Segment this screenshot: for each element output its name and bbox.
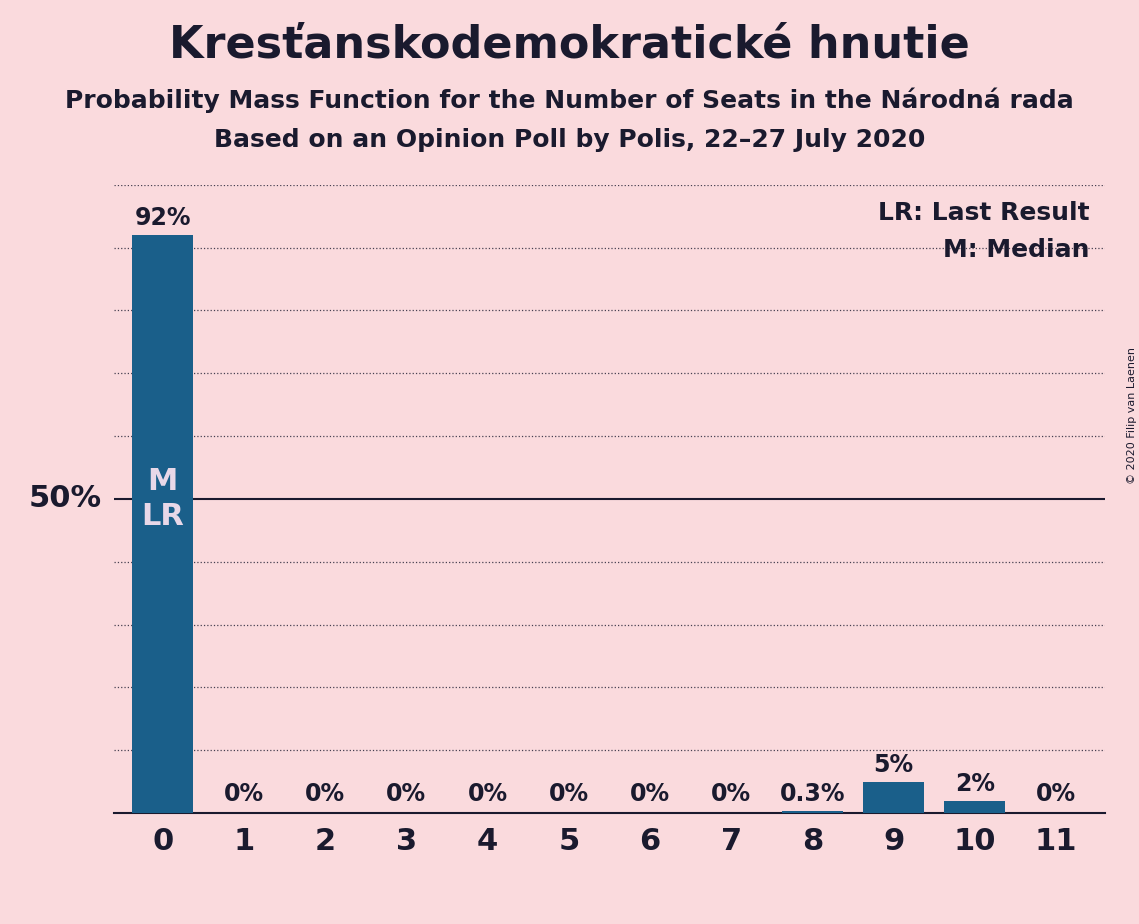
Text: 0%: 0% [549, 782, 589, 806]
Text: 0%: 0% [223, 782, 264, 806]
Text: Kresťanskodemokratické hnutie: Kresťanskodemokratické hnutie [169, 23, 970, 67]
Text: 92%: 92% [134, 206, 191, 230]
Text: 0%: 0% [467, 782, 508, 806]
Text: 0%: 0% [630, 782, 670, 806]
Text: 0%: 0% [386, 782, 426, 806]
Text: Based on an Opinion Poll by Polis, 22–27 July 2020: Based on an Opinion Poll by Polis, 22–27… [214, 128, 925, 152]
Text: 0%: 0% [1036, 782, 1076, 806]
Bar [132, 235, 194, 813]
Text: 0%: 0% [711, 782, 752, 806]
Bar [944, 800, 1006, 813]
Text: 0%: 0% [305, 782, 345, 806]
Text: Probability Mass Function for the Number of Seats in the Národná rada: Probability Mass Function for the Number… [65, 88, 1074, 114]
Bar [782, 811, 843, 813]
Text: 0.3%: 0.3% [780, 782, 845, 806]
Text: M: Median: M: Median [943, 238, 1090, 262]
Bar [863, 782, 924, 813]
Text: © 2020 Filip van Laenen: © 2020 Filip van Laenen [1126, 347, 1137, 484]
Text: LR: Last Result: LR: Last Result [878, 201, 1090, 225]
Text: 50%: 50% [28, 484, 101, 514]
Text: 2%: 2% [954, 772, 994, 796]
Text: M
LR: M LR [141, 467, 185, 531]
Text: 5%: 5% [874, 753, 913, 777]
